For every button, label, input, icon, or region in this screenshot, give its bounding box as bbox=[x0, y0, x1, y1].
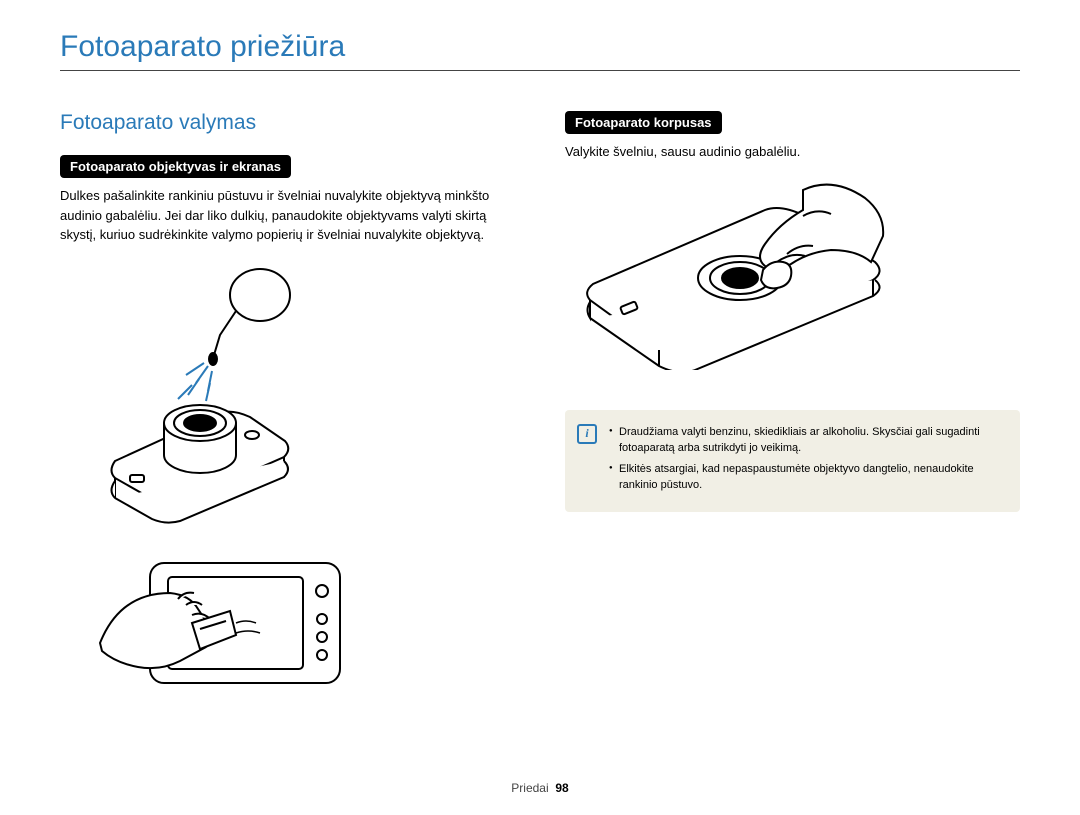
columns: Fotoaparato valymas Fotoaparato objektyv… bbox=[60, 111, 1020, 703]
left-column: Fotoaparato valymas Fotoaparato objektyv… bbox=[60, 111, 515, 703]
footer-label: Priedai bbox=[511, 781, 548, 795]
note-list: Draudžiama valyti benzinu, skiedikliais … bbox=[609, 424, 1004, 498]
right-column: Fotoaparato korpusas Valykite švelniu, s… bbox=[565, 111, 1020, 703]
section-title: Fotoaparato valymas bbox=[60, 111, 515, 135]
note-icon: i bbox=[577, 424, 597, 444]
lens-cleaning-illustration bbox=[60, 263, 515, 703]
page-number: 98 bbox=[555, 781, 568, 795]
page-title: Fotoaparato priežiūra bbox=[60, 30, 1020, 71]
lens-screen-text: Dulkes pašalinkite rankiniu pūstuvu ir š… bbox=[60, 186, 515, 245]
lens-screen-label: Fotoaparato objektyvas ir ekranas bbox=[60, 155, 291, 178]
note-box: i Draudžiama valyti benzinu, skiedikliai… bbox=[565, 410, 1020, 512]
note-item: Draudžiama valyti benzinu, skiedikliais … bbox=[609, 424, 1004, 457]
body-cleaning-illustration bbox=[565, 180, 1020, 370]
body-label: Fotoaparato korpusas bbox=[565, 111, 722, 134]
footer: Priedai 98 bbox=[0, 781, 1080, 795]
body-text: Valykite švelniu, sausu audinio gabalėli… bbox=[565, 142, 1020, 162]
note-item: Elkitės atsargiai, kad nepaspaustumėte o… bbox=[609, 461, 1004, 494]
